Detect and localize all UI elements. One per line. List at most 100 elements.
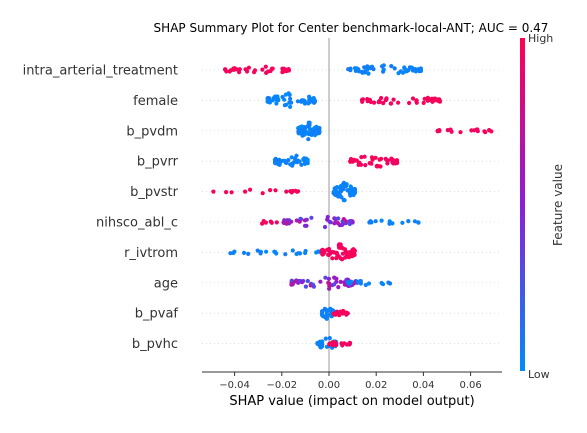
point-b_pvrr	[369, 162, 373, 166]
point-nihsco_abl_c	[351, 220, 355, 224]
point-b_pvrr	[391, 160, 395, 164]
point-b_pvrr	[284, 161, 288, 165]
point-age	[339, 280, 343, 284]
point-female	[280, 95, 284, 99]
point-nihsco_abl_c	[380, 219, 384, 223]
point-intra_arterial_treatment	[269, 69, 273, 73]
point-nihsco_abl_c	[374, 219, 378, 223]
x-axis: −0.04 −0.02 0.00 0.02 0.04 0.06 SHAP value (i…	[202, 372, 502, 409]
point-intra_arterial_treatment	[232, 68, 236, 72]
point-female	[275, 98, 279, 102]
point-b_pvrr	[292, 160, 296, 164]
point-nihsco_abl_c	[304, 224, 308, 228]
point-b_pvstr	[335, 192, 339, 196]
point-b_pvrr	[290, 155, 294, 159]
point-b_pvrr	[276, 162, 280, 166]
point-b_pvdm	[298, 129, 302, 133]
point-age	[306, 279, 310, 283]
point-b_pvstr	[349, 184, 353, 188]
point-female	[288, 97, 292, 101]
feature-label-intra_arterial_treatment: intra_arterial_treatment	[23, 64, 178, 79]
point-female	[389, 101, 393, 105]
point-intra_arterial_treatment	[393, 66, 397, 70]
point-age	[380, 281, 384, 285]
feature-label-b_pvhc: b_pvhc	[132, 337, 178, 352]
point-female	[366, 99, 370, 103]
point-b_pvstr	[248, 188, 252, 192]
point-b_pvdm	[450, 130, 454, 134]
colorbar-title: Feature value	[551, 164, 565, 246]
point-b_pvstr	[230, 190, 234, 194]
point-age	[297, 279, 301, 283]
point-nihsco_abl_c	[342, 217, 346, 221]
x-tick-label: 0.00	[318, 380, 340, 391]
point-b_pvrr	[363, 163, 367, 167]
point-female	[306, 101, 310, 105]
feature-label-b_pvaf: b_pvaf	[135, 307, 179, 322]
point-female	[438, 100, 442, 104]
point-b_pvstr	[341, 182, 345, 186]
point-female	[372, 101, 376, 105]
point-b_pvrr	[305, 159, 309, 163]
point-r_ivtrom	[228, 251, 232, 255]
point-age	[304, 285, 308, 289]
point-r_ivtrom	[246, 252, 250, 256]
point-r_ivtrom	[264, 250, 268, 254]
point-b_pvrr	[385, 161, 389, 165]
point-nihsco_abl_c	[323, 225, 327, 229]
point-female	[288, 93, 292, 97]
point-r_ivtrom	[298, 251, 302, 255]
point-b_pvdm	[314, 132, 318, 136]
point-r_ivtrom	[328, 252, 332, 256]
point-b_pvhc	[328, 336, 332, 340]
point-age	[312, 285, 316, 289]
x-tick-label: 0.02	[365, 380, 387, 391]
chart-title: SHAP Summary Plot for Center benchmark-l…	[154, 21, 549, 35]
point-intra_arterial_treatment	[264, 71, 268, 75]
point-age	[346, 280, 350, 284]
point-b_pvdm	[458, 130, 462, 134]
point-age	[367, 281, 371, 285]
point-intra_arterial_treatment	[408, 65, 412, 69]
point-intra_arterial_treatment	[382, 68, 386, 72]
point-intra_arterial_treatment	[264, 65, 268, 69]
point-intra_arterial_treatment	[382, 63, 386, 67]
point-intra_arterial_treatment	[346, 67, 350, 71]
data-points	[211, 63, 493, 350]
point-b_pvstr	[295, 190, 299, 194]
feature-label-b_pvrr: b_pvrr	[137, 155, 179, 170]
point-b_pvhc	[327, 342, 331, 346]
point-female	[422, 101, 426, 105]
point-female	[360, 98, 364, 102]
point-nihsco_abl_c	[406, 219, 410, 223]
colorbar-low-label: Low	[528, 368, 550, 381]
point-r_ivtrom	[242, 251, 246, 255]
point-b_pvaf	[320, 309, 324, 313]
point-b_pvstr	[261, 191, 265, 195]
point-female	[381, 101, 385, 105]
point-b_pvrr	[376, 164, 380, 168]
point-nihsco_abl_c	[275, 220, 279, 224]
point-b_pvstr	[341, 187, 345, 191]
point-female	[300, 98, 304, 102]
point-b_pvaf	[337, 313, 341, 317]
point-female	[414, 99, 418, 103]
point-female	[432, 98, 436, 102]
point-female	[284, 93, 288, 97]
point-nihsco_abl_c	[368, 219, 372, 223]
point-b_pvstr	[343, 198, 347, 202]
point-female	[288, 105, 292, 109]
point-r_ivtrom	[272, 250, 276, 254]
point-nihsco_abl_c	[413, 219, 417, 223]
point-nihsco_abl_c	[309, 216, 313, 220]
point-age	[388, 281, 392, 285]
point-nihsco_abl_c	[416, 221, 420, 225]
point-female	[275, 94, 279, 98]
point-nihsco_abl_c	[333, 217, 337, 221]
point-b_pvhc	[318, 345, 322, 349]
point-age	[318, 280, 322, 284]
point-b_pvrr	[359, 155, 363, 159]
point-age	[334, 277, 338, 281]
point-r_ivtrom	[232, 250, 236, 254]
